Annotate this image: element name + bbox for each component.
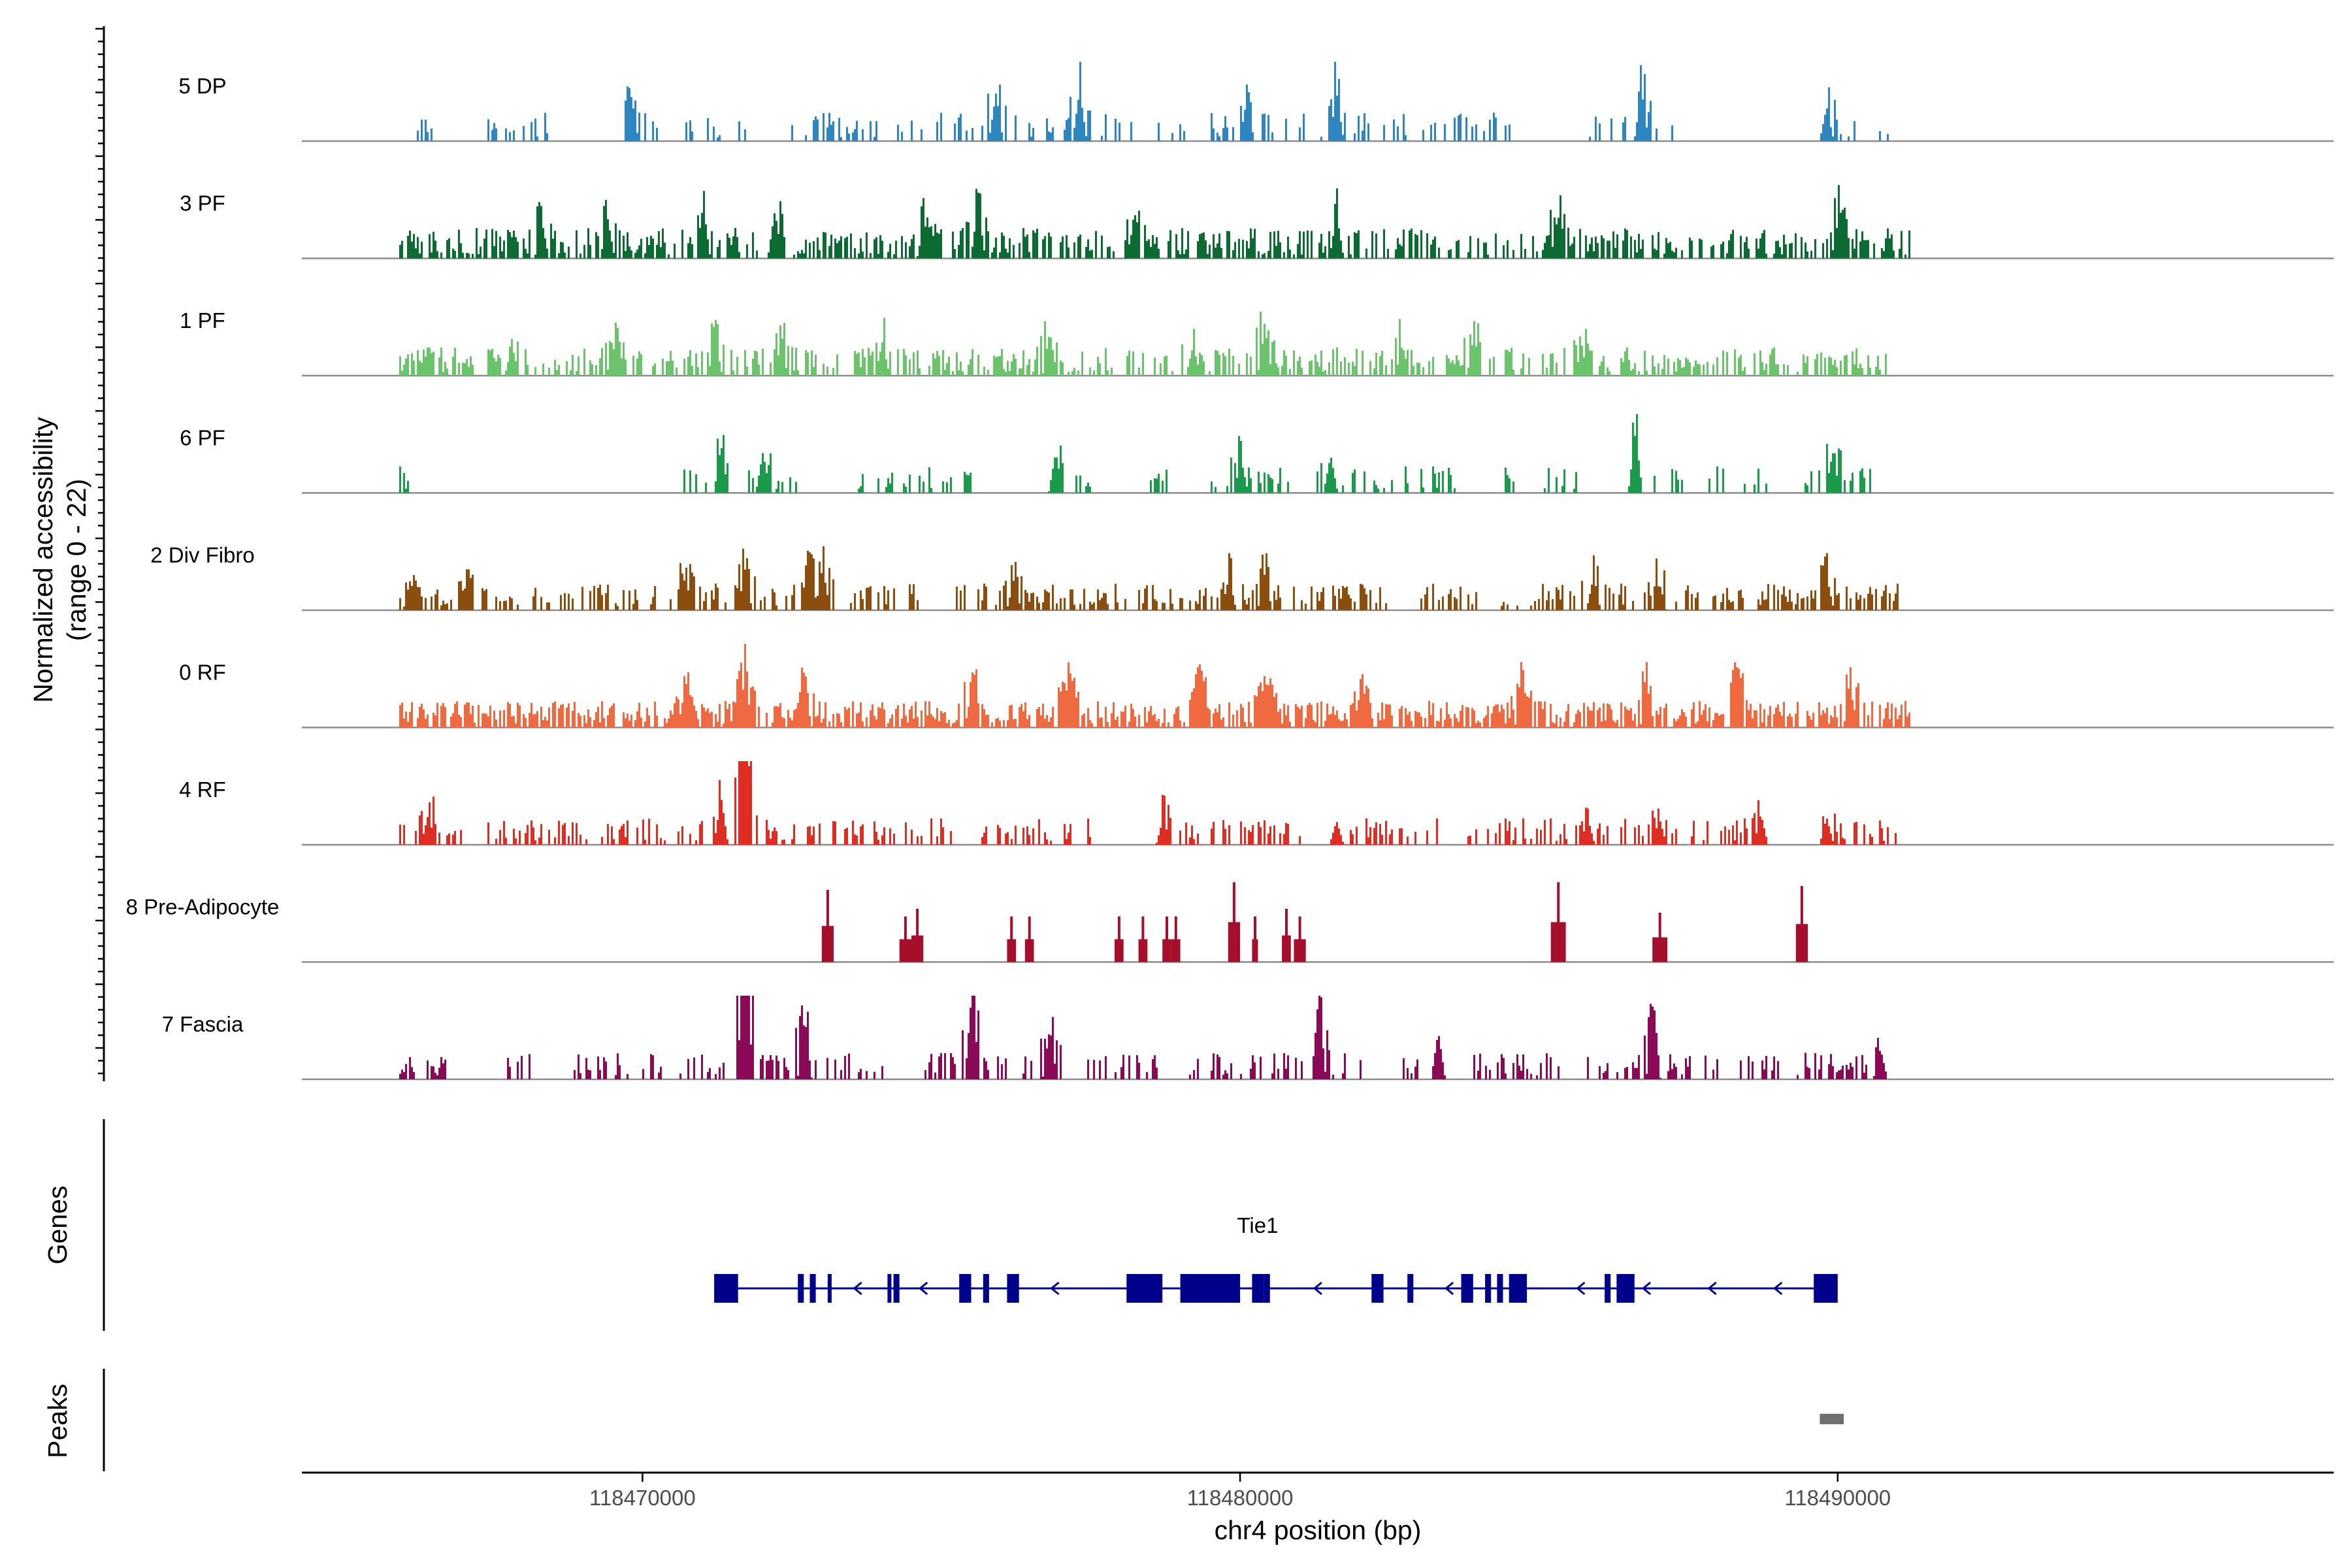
coverage-y-ticks (95, 27, 104, 1075)
x-axis-ticks: 118470000 118480000 118490000 (589, 1473, 1891, 1510)
coverage-area (399, 311, 1887, 376)
gene-model (714, 1274, 1838, 1303)
track-0: 5 DP (178, 61, 2334, 142)
coverage-spike (1254, 916, 1256, 962)
gene-exon (827, 1274, 832, 1303)
coverage-spike (826, 890, 829, 962)
track-label: 5 DP (178, 74, 226, 98)
gene-name-label: Tie1 (1237, 1213, 1279, 1237)
track-label: 4 RF (179, 777, 226, 802)
track-3: 6 PF (180, 414, 2334, 494)
gene-exon (1007, 1274, 1019, 1303)
gene-exon (1814, 1274, 1838, 1303)
peak-regions (1820, 1414, 1844, 1424)
gene-strand-arrow (853, 1281, 862, 1296)
coverage-spike (1028, 916, 1031, 962)
gene-exon (1180, 1274, 1241, 1303)
track-label: 3 PF (180, 191, 225, 216)
x-tick-label: 118480000 (1187, 1486, 1294, 1510)
coverage-area (417, 61, 1889, 141)
gene-exon (893, 1274, 900, 1303)
gene-exon (1252, 1274, 1264, 1303)
track-8: 7 Fascia (162, 996, 2334, 1081)
coverage-area (399, 996, 1887, 1079)
track-label: 1 PF (180, 308, 225, 333)
genes-panel-label: Genes (42, 1186, 73, 1265)
gene-exon (887, 1274, 892, 1303)
coverage-tracks: 5 DP 3 PF 1 PF 6 PF 2 Div Fibro 0 RF 4 RF 8 Pre… (126, 61, 2334, 1081)
peaks-panel-label: Peaks (42, 1384, 73, 1458)
gene-strand-arrow (1576, 1281, 1586, 1296)
gene-exon (1509, 1274, 1527, 1303)
gene-exon (1616, 1274, 1635, 1303)
gene-exon (1461, 1274, 1473, 1303)
gene-strand-arrow (1444, 1281, 1454, 1296)
gene-exon (959, 1274, 972, 1303)
gene-exon (1264, 1274, 1270, 1303)
coverage-area (399, 414, 1871, 493)
coverage-area (399, 761, 1897, 845)
gene-exon (1497, 1274, 1503, 1303)
x-tick-label: 118470000 (589, 1486, 696, 1510)
coverage-spike (1557, 882, 1560, 962)
gene-strand-arrow (1772, 1281, 1783, 1296)
coverage-spike (916, 909, 919, 962)
coverage-spike (1166, 916, 1168, 962)
track-label: 0 RF (179, 661, 226, 685)
gene-exon (1485, 1274, 1492, 1303)
gene-exon (809, 1274, 816, 1303)
gene-strand-arrow (1707, 1281, 1717, 1296)
gene-strand-arrow (918, 1281, 928, 1296)
gene-exon (1371, 1274, 1384, 1303)
coverage-spike (1658, 912, 1661, 962)
gene-exon (1407, 1274, 1414, 1303)
coverage-spike (1117, 916, 1120, 962)
coverage-area (399, 185, 1910, 259)
coverage-spike (1800, 886, 1803, 962)
gene-strand-arrow (1641, 1281, 1652, 1296)
track-1: 3 PF (180, 185, 2334, 259)
gene-exon (1126, 1274, 1163, 1303)
gene-exon (983, 1274, 989, 1303)
x-tick-label: 118490000 (1784, 1486, 1891, 1510)
track-label: 8 Pre-Adipocyte (126, 895, 280, 919)
track-4: 2 Div Fibro (150, 543, 2334, 612)
gene-exon (798, 1274, 804, 1303)
coverage-spike (1232, 882, 1235, 962)
gene-exon (1605, 1274, 1611, 1303)
y-axis-label-line2: (range 0 - 22) (61, 479, 91, 641)
track-label: 6 PF (180, 426, 225, 450)
gene-exon (714, 1274, 738, 1303)
track-2: 1 PF (180, 308, 2334, 377)
coverage-spike (1010, 916, 1013, 962)
track-6: 4 RF (179, 761, 2334, 846)
gene-strand-arrow (1050, 1281, 1060, 1296)
track-7: 8 Pre-Adipocyte (126, 882, 2334, 963)
coverage-spike (1298, 916, 1301, 962)
y-axis-label-line1: Normalized accessibility (28, 417, 58, 703)
track-5: 0 RF (179, 644, 2334, 728)
gene-strand-arrow (1313, 1281, 1322, 1296)
x-axis-title: chr4 position (bp) (1215, 1515, 1422, 1545)
peak-region (1820, 1414, 1844, 1424)
coverage-area (399, 644, 1910, 728)
coverage-spike (1285, 909, 1288, 962)
coverage-spike (1141, 916, 1145, 962)
coverage-area (399, 546, 1899, 610)
coverage-spike (1174, 916, 1177, 962)
track-label: 7 Fascia (162, 1012, 244, 1036)
track-label: 2 Div Fibro (150, 543, 255, 567)
coverage-spike (904, 916, 907, 962)
